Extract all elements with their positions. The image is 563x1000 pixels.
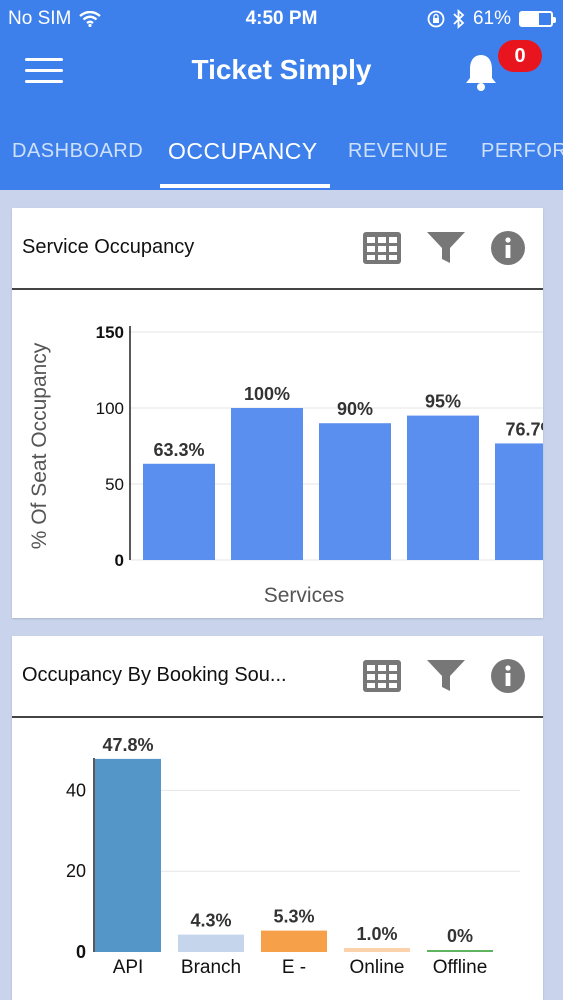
bar xyxy=(407,415,479,560)
status-time: 4:50 PM xyxy=(245,8,318,29)
notification-badge: 0 xyxy=(498,40,542,72)
menu-button[interactable] xyxy=(25,58,63,86)
table-view-icon[interactable] xyxy=(362,658,402,694)
carrier-label: No SIM xyxy=(8,8,72,29)
service-occupancy-card: Service Occupancy 0 50 100 150 63.3% 100% 90% 9… xyxy=(12,208,543,618)
battery-percent: 61% xyxy=(472,8,511,29)
x-tick-label: E - xyxy=(282,957,306,978)
tab-revenue[interactable]: REVENUE xyxy=(348,140,449,162)
x-tick-label: API xyxy=(113,957,144,978)
bar-data-label: 4.3% xyxy=(190,911,231,931)
bar xyxy=(319,423,391,560)
tab-performance[interactable]: PERFOR xyxy=(481,140,563,162)
bar-data-label: 90% xyxy=(337,399,373,419)
bar xyxy=(178,934,244,952)
menu-bar xyxy=(25,58,63,61)
y-tick-label: 40 xyxy=(66,780,86,800)
bar xyxy=(261,930,327,952)
bar xyxy=(231,408,303,560)
menu-bar xyxy=(25,69,63,72)
bar-data-label: 95% xyxy=(425,392,461,412)
status-bar: No SIM 4:50 PM 61% xyxy=(0,0,563,36)
y-tick-label: 150 xyxy=(96,323,124,342)
rotation-lock-icon xyxy=(427,10,445,28)
filter-icon[interactable] xyxy=(426,230,466,266)
active-tab-indicator xyxy=(160,184,330,188)
service-occupancy-chart: 0 50 100 150 63.3% 100% 90% 95% 76.7% % Of Seat O… xyxy=(28,323,543,607)
y-tick-label: 20 xyxy=(66,861,86,881)
x-tick-label: Offline xyxy=(433,957,488,978)
menu-bar xyxy=(25,80,63,83)
bar xyxy=(427,950,493,952)
info-icon[interactable] xyxy=(488,230,528,266)
bar-data-label: 76.7% xyxy=(505,419,543,439)
bar xyxy=(344,947,410,952)
bluetooth-icon xyxy=(453,9,465,29)
y-tick-label: 100 xyxy=(96,399,124,418)
bar xyxy=(495,443,543,560)
card-header: Occupancy By Booking Sou... xyxy=(12,636,543,718)
table-view-icon[interactable] xyxy=(362,230,402,266)
y-tick-label: 0 xyxy=(76,942,86,962)
booking-source-card: Occupancy By Booking Sou... 0 20 40 47.8% AP… xyxy=(12,636,543,1000)
bar-data-label: 5.3% xyxy=(273,907,314,927)
booking-source-chart: 0 20 40 47.8% API 4.3% Branch 5.3% E - 1.0% Online… xyxy=(66,735,520,978)
card-title: Occupancy By Booking Sou... xyxy=(22,664,287,686)
tab-bar: DASHBOARD OCCUPANCY REVENUE PERFOR xyxy=(0,128,563,190)
y-tick-label: 50 xyxy=(105,475,124,494)
info-icon[interactable] xyxy=(488,658,528,694)
app-title: Ticket Simply xyxy=(191,54,372,85)
bar-data-label: 100% xyxy=(244,384,290,404)
bar-data-label: 63.3% xyxy=(153,440,204,460)
bar xyxy=(143,463,215,560)
filter-icon[interactable] xyxy=(426,658,466,694)
notification-bell-icon[interactable] xyxy=(463,52,499,92)
bar xyxy=(95,758,161,952)
bar-data-label: 0% xyxy=(447,926,473,946)
y-axis-title: % Of Seat Occupancy xyxy=(28,342,51,549)
bar-data-label: 47.8% xyxy=(102,735,153,755)
battery-icon xyxy=(519,11,556,27)
card-title: Service Occupancy xyxy=(22,236,195,258)
tab-dashboard[interactable]: DASHBOARD xyxy=(12,140,144,162)
x-tick-label: Online xyxy=(350,957,405,978)
bar-data-label: 1.0% xyxy=(356,924,397,944)
x-axis-title: Services xyxy=(264,584,345,607)
card-header: Service Occupancy xyxy=(12,208,543,290)
x-tick-label: Branch xyxy=(181,957,241,978)
app-header: No SIM 4:50 PM 61% xyxy=(0,0,563,190)
y-tick-label: 0 xyxy=(115,551,124,570)
wifi-icon xyxy=(79,11,102,27)
tab-occupancy[interactable]: OCCUPANCY xyxy=(168,138,318,164)
